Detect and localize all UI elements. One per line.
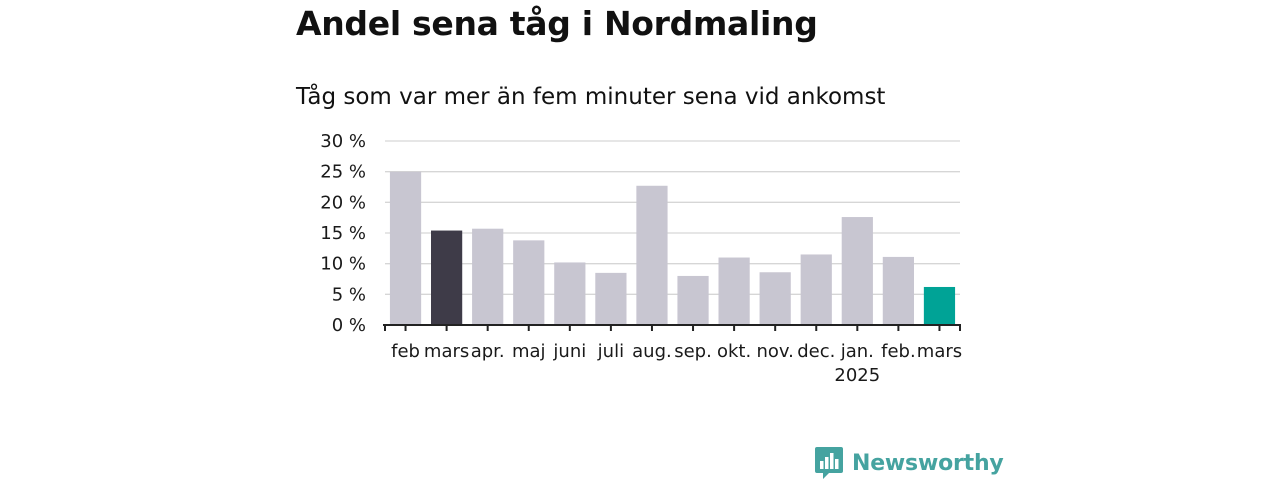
- newsworthy-logo: Newsworthy: [814, 446, 1004, 480]
- y-axis-labels: 0 % 5 % 10 % 15 % 20 % 25 % 30 %: [320, 131, 366, 336]
- bar: [595, 272, 627, 325]
- x-tick-label: okt.: [717, 341, 751, 362]
- y-tick-label: 10 %: [320, 254, 366, 275]
- x-year-label: 2025: [834, 365, 880, 386]
- y-tick-label: 0 %: [332, 315, 366, 336]
- x-tick-label: dec.: [797, 341, 835, 362]
- bar: [800, 254, 832, 325]
- x-tick-label: nov.: [756, 341, 793, 362]
- x-axis: [383, 324, 961, 331]
- x-tick-label: feb: [391, 341, 420, 362]
- x-axis-labels: feb mars apr. maj juni juli aug. sep. okt. nov. de…: [391, 341, 962, 386]
- x-tick-label: apr.: [471, 341, 505, 362]
- y-tick-label: 15 %: [320, 223, 366, 244]
- newsworthy-logo-text: Newsworthy: [852, 450, 1004, 476]
- bar: [554, 262, 586, 325]
- x-tick-label: juli: [597, 341, 624, 362]
- newsworthy-logo-icon: [815, 447, 843, 479]
- x-tick-label: juni: [552, 341, 586, 362]
- bar: [513, 240, 545, 325]
- bar: [636, 185, 668, 325]
- x-tick-label: jan.: [840, 341, 874, 362]
- y-tick-label: 25 %: [320, 162, 366, 183]
- bar: [431, 230, 463, 325]
- x-tick-label: aug.: [632, 341, 672, 362]
- x-tick-label: mars: [424, 341, 469, 362]
- gridlines: [385, 140, 960, 295]
- bar: [923, 286, 956, 325]
- y-tick-label: 5 %: [332, 284, 366, 305]
- bar: [882, 256, 914, 325]
- bar: [472, 228, 504, 325]
- bar: [718, 257, 750, 325]
- x-tick-label: feb.: [881, 341, 916, 362]
- chart-subtitle: Tåg som var mer än fem minuter sena vid …: [296, 84, 886, 110]
- bar: [841, 217, 873, 325]
- bar: [677, 275, 709, 325]
- x-tick-label: mars: [917, 341, 962, 362]
- chart-title: Andel sena tåg i Nordmaling: [296, 4, 818, 43]
- bars: [389, 171, 956, 325]
- x-tick-label: maj: [512, 341, 546, 362]
- bar: [389, 171, 422, 325]
- x-tick-label: sep.: [674, 341, 712, 362]
- bar: [759, 272, 791, 325]
- y-tick-label: 20 %: [320, 192, 366, 213]
- y-tick-label: 30 %: [320, 131, 366, 152]
